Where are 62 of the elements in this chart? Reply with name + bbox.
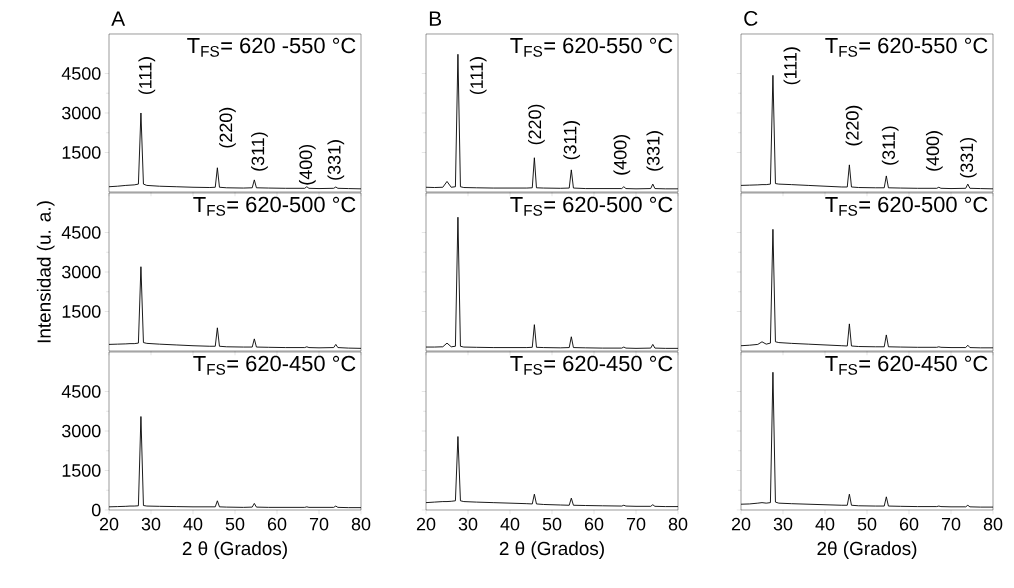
- x-axis-title: 2 θ (Grados): [499, 541, 604, 559]
- annotation: (400): [925, 131, 943, 171]
- annotation: (111): [469, 57, 487, 95]
- x-tick-label: 50: [542, 517, 562, 531]
- annotation: (311): [251, 132, 268, 171]
- x-tick-label: 40: [815, 517, 835, 531]
- chart-subtitle: T$_{FS}$= 620-450 °C: [193, 355, 356, 375]
- x-tick-label: 20: [99, 517, 119, 531]
- chart-subtitle: T$_{FS}$= 620-550 °C: [825, 37, 988, 57]
- x-tick-label: 60: [267, 517, 287, 531]
- x-tick-label: 50: [225, 517, 245, 531]
- annotation: (311): [563, 121, 581, 160]
- chart-subtitle: T$_{FS}$= 620-450 °C: [510, 355, 673, 375]
- x-tick-label: 80: [983, 517, 1003, 531]
- chart-subtitle: T$_{FS}$= 620-550 °C: [510, 37, 673, 57]
- y-tick-label: 3000: [62, 106, 101, 120]
- x-tick-label: 30: [141, 517, 161, 531]
- y-tick-label: 4500: [61, 385, 101, 398]
- y-tick-label: 0: [91, 503, 101, 517]
- annotation: (331): [959, 137, 977, 178]
- y-tick-label: 1500: [62, 146, 101, 159]
- chart-subtitle: T$_{FS}$= 620 -550 °C: [187, 37, 356, 57]
- y-tick-label: 4500: [61, 226, 101, 239]
- x-axis-title: 2 θ (Grados): [182, 541, 287, 559]
- annotation: (220): [219, 107, 236, 148]
- x-tick-label: 20: [731, 517, 751, 531]
- x-axis-title: 2θ (Grados): [817, 541, 917, 559]
- annotation: (400): [298, 145, 316, 185]
- chart-title: B: [429, 11, 442, 26]
- x-tick-label: 30: [458, 517, 478, 531]
- annotation: (111): [138, 57, 156, 95]
- chart-subtitle: T$_{FS}$= 620-450 °C: [825, 355, 988, 375]
- annotation: (220): [845, 105, 863, 146]
- annotation: (220): [528, 104, 545, 145]
- chart-subtitle: T$_{FS}$= 620-500 °C: [825, 196, 988, 216]
- chart-title: A: [111, 11, 126, 26]
- x-tick-label: 80: [351, 517, 371, 531]
- annotation: (311): [881, 126, 899, 165]
- x-tick-label: 80: [668, 517, 688, 531]
- chart-title: C: [744, 11, 758, 26]
- x-tick-label: 40: [183, 517, 203, 531]
- x-tick-label: 20: [416, 517, 436, 531]
- y-tick-label: 1500: [62, 305, 101, 318]
- x-tick-label: 60: [584, 517, 604, 531]
- chart-subtitle: T$_{FS}$= 620-500 °C: [510, 196, 673, 216]
- x-tick-label: 60: [899, 517, 919, 531]
- x-tick-label: 40: [500, 517, 520, 531]
- annotation: (400): [613, 135, 631, 175]
- x-tick-label: 70: [941, 517, 961, 531]
- annotation: (331): [646, 131, 664, 171]
- annotation: (111): [783, 47, 801, 85]
- x-tick-label: 30: [773, 517, 793, 531]
- y-tick-label: 1500: [62, 464, 101, 477]
- x-tick-label: 50: [857, 517, 877, 531]
- y-axis-title: Intensidad (u. a.): [36, 201, 55, 343]
- y-tick-label: 4500: [61, 67, 101, 80]
- chart-subtitle: T$_{FS}$= 620-500 °C: [193, 196, 356, 216]
- y-tick-label: 3000: [62, 424, 101, 438]
- x-tick-label: 70: [626, 517, 646, 531]
- y-tick-label: 3000: [62, 265, 101, 279]
- annotation: (331): [327, 140, 345, 180]
- x-tick-label: 70: [309, 517, 329, 531]
